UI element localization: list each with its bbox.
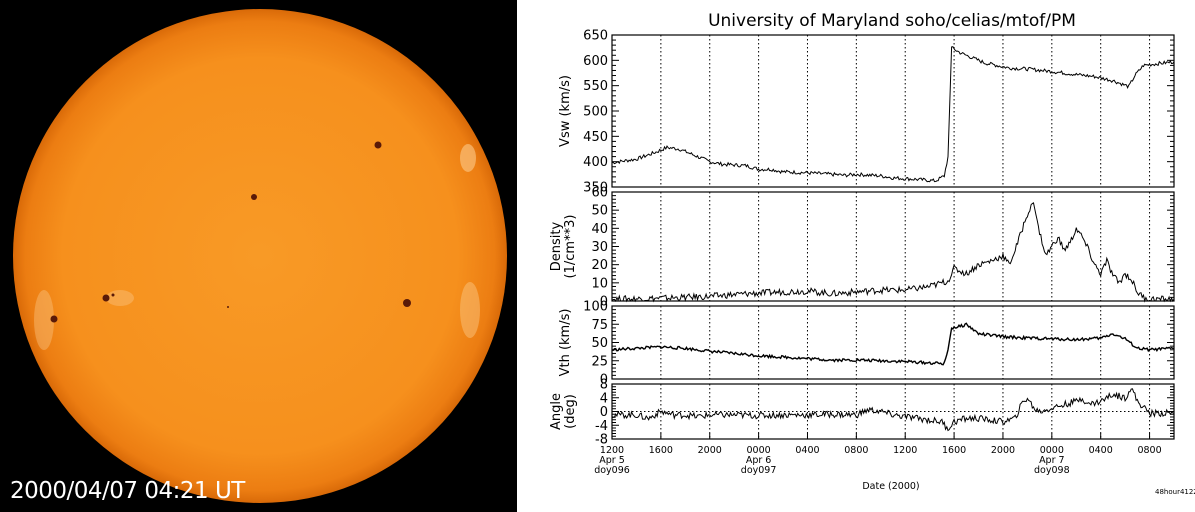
x-tick-label: 0000: [1040, 445, 1064, 456]
panel-frame: [611, 191, 1175, 302]
y-tick-label: 450: [583, 130, 608, 145]
y-tick-label: 8: [600, 378, 608, 393]
sunspot: [403, 299, 411, 307]
sunspot: [251, 194, 257, 200]
y-tick-label: 10: [591, 276, 608, 291]
x-tick-doy: doy098: [1034, 465, 1070, 476]
sunspot: [111, 293, 115, 297]
sun-image-panel: 2000/04/07 04:21 UT: [0, 0, 517, 512]
y-axis-label: Vsw (km/s): [558, 75, 573, 147]
y-axis-label: Density: [549, 221, 564, 271]
y-axis-label: Angle: [549, 393, 564, 430]
x-tick-label: 0800: [844, 445, 868, 456]
chart-panel-2: 0 25 50 75 100 Vth (km/s): [558, 300, 1175, 388]
sunspot: [227, 306, 229, 308]
y-tick-label: 0: [600, 405, 608, 420]
y-tick-label: 650: [583, 29, 608, 44]
x-tick-label: 0800: [1137, 445, 1161, 456]
panel-frame: [611, 305, 1175, 380]
y-tick-label: 550: [583, 79, 608, 94]
y-tick-label: 0: [600, 373, 608, 388]
y-axis-label: Vth (km/s): [558, 309, 573, 377]
solar-disk: [13, 9, 507, 503]
data-line: [611, 46, 1175, 183]
x-tick-label: 2000: [991, 445, 1015, 456]
x-tick-label: 2000: [698, 445, 722, 456]
x-tick-label: 0400: [1089, 445, 1113, 456]
y-tick-label: 4: [600, 391, 608, 406]
y-tick-label: 600: [583, 54, 608, 69]
y-tick-label: 30: [591, 240, 608, 255]
x-tick-date: Apr 7: [1039, 455, 1065, 466]
y-tick-label: 20: [591, 258, 608, 273]
x-tick-doy: doy097: [741, 465, 777, 476]
x-tick-date: Apr 5: [599, 455, 625, 466]
y-tick-label: 75: [591, 318, 608, 333]
sunspot: [374, 141, 382, 149]
x-tick-label: 0000: [747, 445, 771, 456]
x-tick-label: 0400: [795, 445, 819, 456]
y-tick-label: 350: [583, 181, 608, 196]
y-tick-label: -8: [595, 433, 608, 448]
image-timestamp: 2000/04/07 04:21 UT: [10, 478, 245, 504]
y-tick-label: 0: [600, 295, 608, 310]
sunspot: [102, 294, 110, 302]
y-tick-label: 40: [591, 222, 608, 237]
data-line: [611, 202, 1175, 303]
data-line: [611, 388, 1175, 432]
y-tick-label: 100: [583, 300, 608, 315]
y-tick-label: 25: [591, 354, 608, 369]
chart-panel-1: 0 10 20 30 40 50 60 Density (1/cm**3): [549, 186, 1175, 310]
y-axis-label-units: (deg): [563, 394, 578, 429]
x-tick-label: 1600: [649, 445, 673, 456]
x-tick-label: 1200: [600, 445, 624, 456]
sunspot: [50, 315, 58, 323]
data-line: [611, 322, 1175, 366]
y-tick-label: -4: [595, 419, 608, 434]
x-axis-label: Date (2000): [862, 481, 919, 492]
y-tick-label: 400: [583, 155, 608, 170]
y-tick-label: 500: [583, 105, 608, 120]
footnote: 48hour41221.g: [1155, 488, 1195, 496]
y-tick-label: 50: [591, 336, 608, 351]
y-axis-label-units: (1/cm**3): [563, 215, 578, 279]
y-tick-label: 50: [591, 204, 608, 219]
sunspots: [50, 141, 411, 323]
x-tick-date: Apr 6: [746, 455, 772, 466]
chart-title: University of Maryland soho/celias/mtof/…: [708, 11, 1076, 31]
x-tick-label: 1600: [942, 445, 966, 456]
chart-panel-0: 350 400 450 500 550 600 650 Vsw (km/s): [558, 29, 1175, 196]
panel-frame: [611, 34, 1175, 188]
x-tick-doy: doy096: [594, 465, 630, 476]
x-tick-label: 1200: [893, 445, 917, 456]
y-tick-label: 60: [591, 186, 608, 201]
solar-wind-chart: University of Maryland soho/celias/mtof/…: [549, 11, 1195, 496]
solar-disk-image: [13, 9, 507, 503]
